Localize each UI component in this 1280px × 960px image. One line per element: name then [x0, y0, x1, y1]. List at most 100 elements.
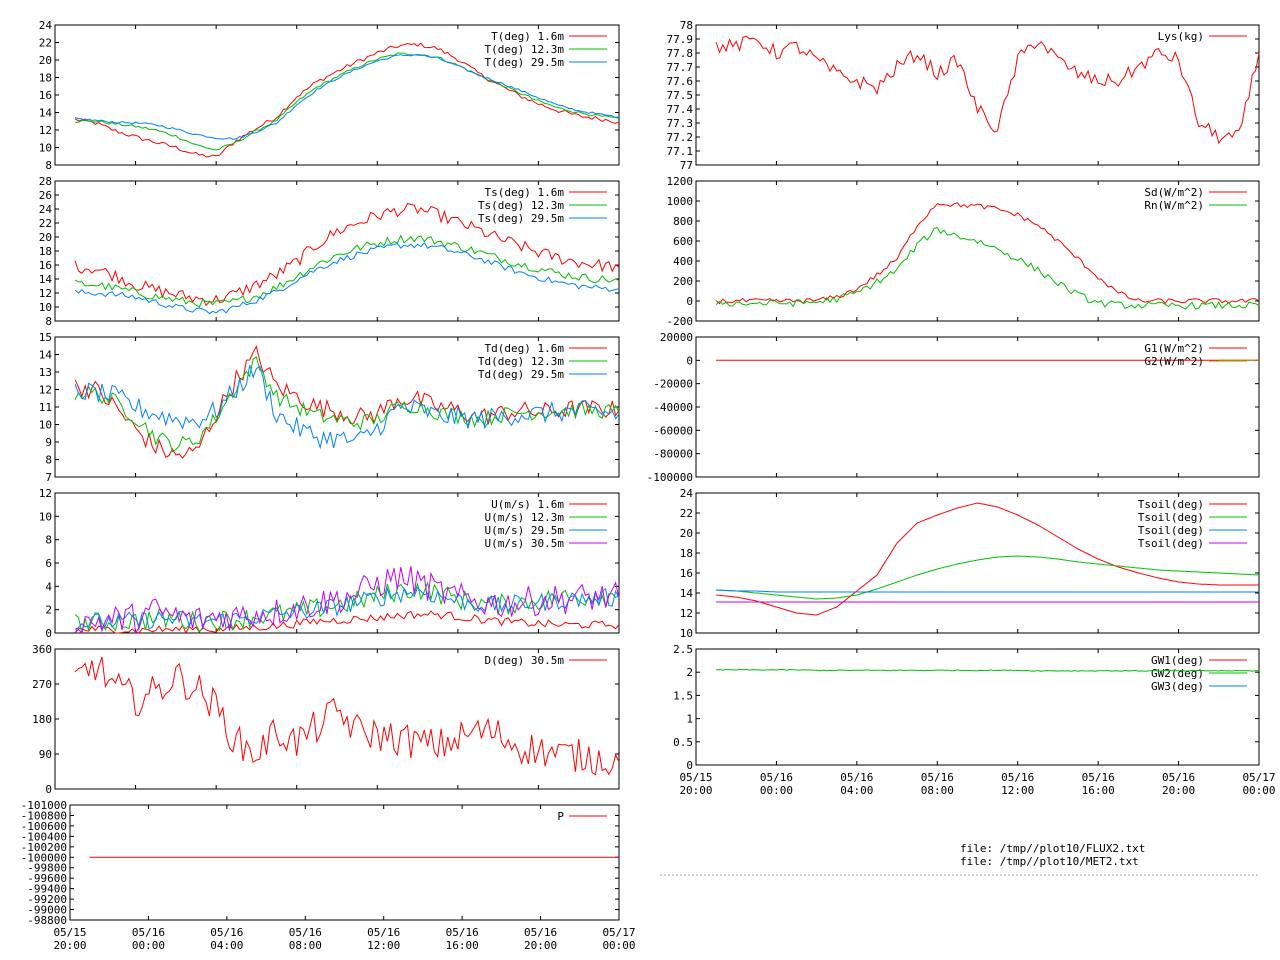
legend-label-temp: T(deg) 12.3m — [485, 43, 565, 56]
legend-label-rad: Sd(W/m^2) — [1144, 186, 1204, 199]
y-tick-label-lys: 77.9 — [667, 33, 694, 46]
y-tick-label-lys: 77.5 — [667, 89, 694, 102]
x-tick-label-gw: 00:00 — [760, 784, 793, 797]
y-tick-label-wind: 0 — [45, 627, 52, 640]
x-tick-label-pres: 20:00 — [524, 939, 557, 952]
legend-label-wind: U(m/s) 12.3m — [485, 511, 565, 524]
y-tick-label-pres: -101000 — [21, 799, 67, 812]
y-tick-label-pres: -100200 — [21, 841, 67, 854]
legend-label-tsoil: Tsoil(deg) — [1138, 498, 1204, 511]
y-tick-label-tsoil: 14 — [680, 587, 694, 600]
y-tick-label-pres: -99000 — [27, 904, 67, 917]
series-line-wind-2 — [74, 586, 620, 633]
y-tick-label-gw: 2 — [686, 666, 693, 679]
x-tick-label-gw: 12:00 — [1001, 784, 1034, 797]
y-tick-label-tsoil: 10 — [680, 627, 693, 640]
y-tick-label-pres: -100600 — [21, 820, 67, 833]
x-tick-label-pres: 04:00 — [210, 939, 243, 952]
y-tick-label-lys: 77 — [680, 159, 693, 172]
series-line-rad-1 — [715, 226, 1260, 310]
legend-label-tsoil: Tsoil(deg) — [1138, 524, 1204, 537]
y-tick-label-dir: 180 — [32, 713, 52, 726]
y-tick-label-temp: 10 — [39, 142, 52, 155]
y-tick-label-tsurf: 8 — [45, 315, 52, 328]
y-tick-label-tsurf: 10 — [39, 301, 52, 314]
legend-label-dew: Td(deg) 1.6m — [485, 342, 565, 355]
series-line-temp-2 — [74, 54, 620, 140]
y-tick-label-ground: -100000 — [647, 471, 693, 484]
series-line-rad-0 — [715, 202, 1260, 305]
plot-frame-pres — [69, 804, 620, 921]
series-line-tsoil-1 — [716, 555, 1260, 600]
series-line-wind-3 — [74, 566, 620, 635]
y-tick-label-pres: -100400 — [21, 830, 67, 843]
y-tick-label-dew: 7 — [45, 471, 52, 484]
legend-label-ground: G2(W/m^2) — [1144, 355, 1204, 368]
y-tick-label-pres: -99800 — [27, 862, 67, 875]
x-tick-label-gw: 00:00 — [1242, 784, 1275, 797]
y-tick-label-temp: 14 — [39, 107, 53, 120]
y-tick-label-pres: -100000 — [21, 851, 67, 864]
x-tick-label-gw: 20:00 — [1162, 784, 1195, 797]
legend-label-tsoil: Tsoil(deg) — [1138, 511, 1204, 524]
y-tick-label-dew: 9 — [45, 436, 52, 449]
legend-label-wind: U(m/s) 29.5m — [485, 524, 565, 537]
x-tick-label-gw: 20:00 — [679, 784, 712, 797]
x-tick-label-pres: 00:00 — [132, 939, 165, 952]
x-tick-label-pres: 20:00 — [53, 939, 86, 952]
x-tick-label-pres: 08:00 — [289, 939, 322, 952]
x-tick-label-pres: 12:00 — [367, 939, 400, 952]
y-tick-label-dir: 0 — [45, 783, 52, 796]
x-tick-label-gw: 05/16 — [1082, 771, 1115, 784]
x-tick-label-pres: 16:00 — [446, 939, 479, 952]
y-tick-label-lys: 77.6 — [667, 75, 694, 88]
y-tick-label-rad: 0 — [686, 295, 693, 308]
x-tick-label-pres: 05/15 — [53, 926, 86, 939]
plot-frame-tsoil — [695, 492, 1260, 634]
x-tick-label-gw: 05/16 — [1001, 771, 1034, 784]
legend-label-dew: Td(deg) 12.3m — [478, 355, 564, 368]
series-line-tsurf-2 — [74, 241, 620, 315]
y-tick-label-dir: 270 — [32, 678, 52, 691]
x-tick-label-pres: 05/16 — [446, 926, 479, 939]
y-tick-label-rad: 600 — [673, 235, 693, 248]
y-tick-label-rad: -200 — [667, 315, 694, 328]
y-tick-label-pres: -99200 — [27, 893, 67, 906]
x-tick-label-pres: 05/17 — [602, 926, 635, 939]
x-tick-label-gw: 05/16 — [921, 771, 954, 784]
y-tick-label-dew: 8 — [45, 454, 52, 467]
series-line-dew-1 — [74, 355, 620, 453]
legend-label-wind: U(m/s) 1.6m — [491, 498, 564, 511]
y-tick-label-tsurf: 26 — [39, 189, 52, 202]
series-line-temp-1 — [75, 52, 620, 151]
y-tick-label-temp: 8 — [45, 159, 52, 172]
y-tick-label-pres: -100800 — [21, 809, 67, 822]
x-tick-label-gw: 05/16 — [760, 771, 793, 784]
legend-label-tsurf: Ts(deg) 12.3m — [478, 199, 564, 212]
x-tick-label-gw: 04:00 — [840, 784, 873, 797]
file-label-flux: file: /tmp//plot10/FLUX2.txt — [960, 842, 1145, 855]
y-tick-label-gw: 1.5 — [673, 689, 693, 702]
y-tick-label-tsoil: 16 — [680, 567, 693, 580]
y-tick-label-lys: 77.8 — [667, 47, 694, 60]
x-tick-label-pres: 05/16 — [289, 926, 322, 939]
y-tick-label-dew: 13 — [39, 366, 52, 379]
y-tick-label-lys: 77.1 — [667, 145, 694, 158]
y-tick-label-tsurf: 14 — [39, 273, 53, 286]
y-tick-label-tsurf: 16 — [39, 259, 52, 272]
y-tick-label-temp: 20 — [39, 54, 52, 67]
legend-label-pres: P — [557, 810, 564, 823]
y-tick-label-temp: 22 — [39, 37, 52, 50]
file-label-met: file: /tmp//plot10/MET2.txt — [960, 855, 1139, 868]
y-tick-label-dew: 12 — [39, 384, 52, 397]
legend-label-rad: Rn(W/m^2) — [1144, 199, 1204, 212]
y-tick-label-lys: 77.2 — [667, 131, 694, 144]
y-tick-label-pres: -98800 — [27, 914, 67, 927]
y-tick-label-rad: 800 — [673, 215, 693, 228]
legend-label-lys: Lys(kg) — [1158, 30, 1204, 43]
legend-label-dir: D(deg) 30.5m — [485, 654, 565, 667]
legend-label-gw: GW1(deg) — [1151, 654, 1204, 667]
y-tick-label-wind: 12 — [39, 487, 52, 500]
legend-label-tsurf: Ts(deg) 29.5m — [478, 212, 564, 225]
y-tick-label-dir: 90 — [39, 748, 52, 761]
